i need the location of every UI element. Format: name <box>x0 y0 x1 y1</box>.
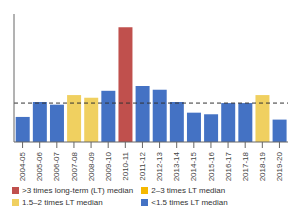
svg-text:2009-10: 2009-10 <box>104 151 113 181</box>
svg-text:2004-05: 2004-05 <box>18 151 27 181</box>
svg-text:2010-11: 2010-11 <box>121 151 130 180</box>
html-text:<1.5 times LT median: <1.5 times LT median <box>151 198 228 207</box>
svg-text:2017-18: 2017-18 <box>241 151 250 181</box>
svg-text:2015-16: 2015-16 <box>207 151 216 181</box>
svg-text:2006-07: 2006-07 <box>52 151 61 181</box>
svg-text:2011-12: 2011-12 <box>138 151 147 180</box>
svg-text:2014-15: 2014-15 <box>189 151 198 181</box>
html-text:2–3 times LT median: 2–3 times LT median <box>151 186 226 195</box>
svg-text:2008-09: 2008-09 <box>87 151 96 181</box>
svg-text:2013-14: 2013-14 <box>172 151 181 181</box>
html-text:1.5–2 times LT median: 1.5–2 times LT median <box>22 198 103 207</box>
svg-text:2018-19: 2018-19 <box>258 151 267 181</box>
svg-text:2019-20: 2019-20 <box>275 151 284 181</box>
svg-text:2012-13: 2012-13 <box>155 151 164 181</box>
svg-text:2016-17: 2016-17 <box>224 151 233 181</box>
html-text:>3 times long-term (LT) median: >3 times long-term (LT) median <box>22 186 134 195</box>
svg-text:2007-08: 2007-08 <box>70 151 79 181</box>
svg-text:2005-06: 2005-06 <box>35 151 44 181</box>
